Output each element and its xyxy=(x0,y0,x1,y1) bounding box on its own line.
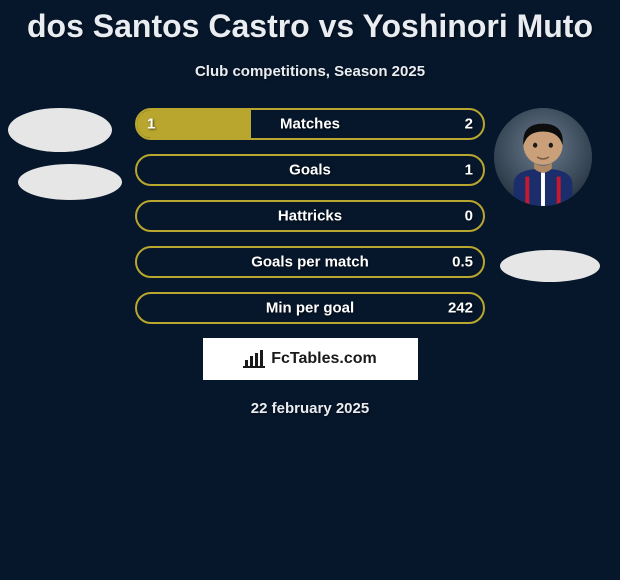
player-right-avatar xyxy=(494,108,592,206)
date-text: 22 february 2025 xyxy=(0,400,620,417)
stat-value-right: 242 xyxy=(448,300,473,317)
player-right-avatar-image xyxy=(494,108,592,206)
branding-box[interactable]: FcTables.com xyxy=(203,338,418,380)
subtitle: Club competitions, Season 2025 xyxy=(0,63,620,80)
comparison-content: 1 Matches 2 Goals 1 Hattricks 0 xyxy=(0,108,620,417)
stat-row-goals: Goals 1 xyxy=(135,154,485,186)
stat-row-hattricks: Hattricks 0 xyxy=(135,200,485,232)
stat-label: Goals xyxy=(289,162,331,179)
stat-row-goals-per-match: Goals per match 0.5 xyxy=(135,246,485,278)
stat-label: Hattricks xyxy=(278,208,342,225)
stat-label: Min per goal xyxy=(266,300,354,317)
stat-value-right: 1 xyxy=(465,162,473,179)
stat-value-left: 1 xyxy=(147,116,155,133)
stat-row-matches: 1 Matches 2 xyxy=(135,108,485,140)
stat-value-right: 0 xyxy=(465,208,473,225)
stat-value-right: 0.5 xyxy=(452,254,473,271)
stat-value-right: 2 xyxy=(465,116,473,133)
page-title: dos Santos Castro vs Yoshinori Muto xyxy=(0,0,620,45)
stat-label: Goals per match xyxy=(251,254,369,271)
team-right-logo-placeholder xyxy=(500,250,600,282)
stat-bars: 1 Matches 2 Goals 1 Hattricks 0 xyxy=(135,108,485,324)
branding-text: FcTables.com xyxy=(271,350,377,368)
chart-icon xyxy=(243,350,265,368)
stat-row-min-per-goal: Min per goal 242 xyxy=(135,292,485,324)
player-left-avatar-placeholder xyxy=(8,108,112,152)
stat-label: Matches xyxy=(280,116,340,133)
team-left-logo-placeholder xyxy=(18,164,122,200)
